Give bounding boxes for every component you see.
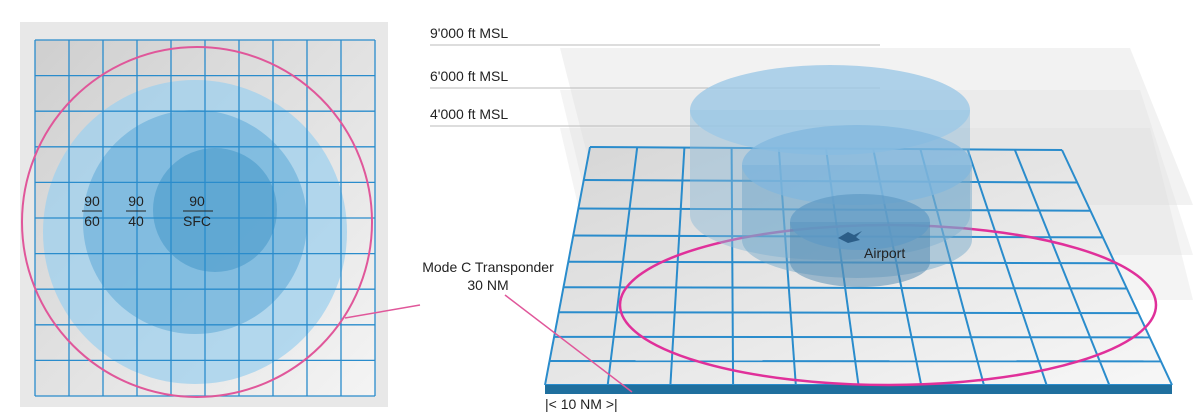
floor-edge <box>545 385 1172 394</box>
altitude-label: 4'000 ft MSL <box>430 106 508 122</box>
label-bottom: 60 <box>84 213 100 229</box>
middle-top <box>742 125 972 205</box>
grid-line <box>563 287 1126 288</box>
airport-label: Airport <box>864 245 905 261</box>
label-bottom: 40 <box>128 213 144 229</box>
altitude-label: 9'000 ft MSL <box>430 25 508 41</box>
scale-label: |< 10 NM >| <box>545 396 618 412</box>
grid-line <box>559 312 1139 313</box>
label-top: 90 <box>84 193 100 209</box>
label-bottom: SFC <box>183 213 211 229</box>
label-top: 90 <box>128 193 144 209</box>
callout-text: Mode C Transponder <box>422 259 554 275</box>
altitude-label: 6'000 ft MSL <box>430 68 508 84</box>
label-top: 90 <box>189 193 205 209</box>
inner-top <box>790 194 930 250</box>
callout-text: 30 NM <box>467 277 508 293</box>
